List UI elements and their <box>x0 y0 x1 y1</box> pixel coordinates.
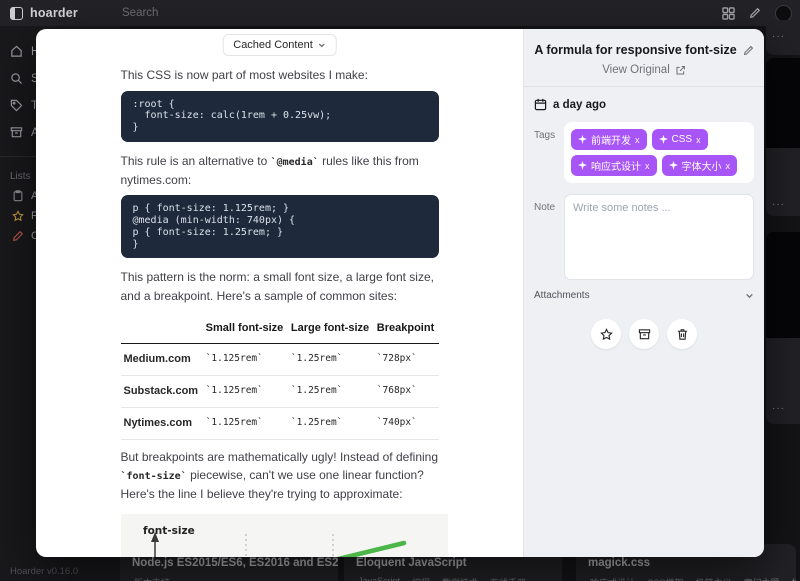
calendar-icon <box>534 98 547 111</box>
code-block-root-fontsize: :root { font-size: calc(1rem + 0.25vw); … <box>120 90 439 142</box>
bg-card-tag: JavaScript <box>358 576 401 581</box>
grid-layout-icon[interactable] <box>722 6 735 20</box>
code-block-media-query: p { font-size: 1.125rem; } @media (min-w… <box>120 195 439 259</box>
tag-chip[interactable]: CSS x <box>651 129 708 150</box>
app-name: hoarder <box>30 6 78 20</box>
note-input[interactable] <box>564 194 754 280</box>
edit-icon[interactable] <box>749 7 761 19</box>
bookmark-preview-modal: Cached Content This CSS is now part of m… <box>36 29 764 557</box>
search-input[interactable] <box>122 0 502 26</box>
sparkles-icon <box>658 135 668 144</box>
archive-button[interactable] <box>629 319 659 349</box>
remove-tag-icon[interactable]: x <box>725 160 731 171</box>
font-size-table: Small font-size Large font-size Breakpoi… <box>120 314 439 440</box>
chevron-down-icon[interactable] <box>745 291 754 300</box>
cached-content-pane: Cached Content This CSS is now part of m… <box>36 29 523 557</box>
inline-code: `font-size` <box>120 471 187 483</box>
remove-tag-icon[interactable]: x <box>635 134 640 145</box>
view-original-link[interactable]: View Original <box>534 64 754 76</box>
sparkles-icon <box>578 135 587 144</box>
archive-icon <box>10 127 23 138</box>
tags-editor[interactable]: 前端开发 x CSS x 响应式设计 x 字体大小 x <box>564 122 754 183</box>
divider <box>524 86 764 87</box>
bg-card-sliver: ··· <box>766 20 800 55</box>
archive-box-icon <box>638 328 650 339</box>
article-paragraph: But breakpoints are mathematically ugly!… <box>120 449 439 501</box>
bg-card-tag: 魔幻主题 <box>744 576 780 581</box>
bookmark-title: A formula for responsive font-size <box>534 43 737 57</box>
star-icon <box>599 327 613 340</box>
external-link-icon <box>676 65 685 75</box>
app-version: Hoarder v0.16.0 <box>10 566 79 577</box>
avatar[interactable] <box>775 4 792 22</box>
search-icon <box>11 73 23 85</box>
tags-label: Tags <box>534 130 556 141</box>
article: This CSS is now part of most websites I … <box>120 66 448 557</box>
table-row: Nytimes.com `1.125rem` `1.25rem` `740px` <box>120 407 439 440</box>
clipboard-icon <box>13 190 23 202</box>
bookmark-date: a day ago <box>553 98 607 111</box>
bg-card-tag: 极简主义 <box>696 576 732 581</box>
remove-tag-icon[interactable]: x <box>645 160 650 171</box>
bg-card-sliver: ··· <box>766 58 800 216</box>
bg-card-tag: 教学技术 <box>442 576 478 581</box>
hoarder-logo-icon <box>10 6 23 20</box>
content-mode-dropdown[interactable]: Cached Content <box>222 34 337 56</box>
bg-card-tag: 样式 <box>792 576 796 581</box>
bg-card-sliver: ··· <box>766 232 800 424</box>
attachments-label: Attachments <box>534 290 590 301</box>
bg-card-tag: 版本支持 <box>134 576 170 581</box>
bg-card-tag: 编程 <box>412 576 430 581</box>
article-paragraph: This rule is an alternative to `@media` … <box>120 153 419 187</box>
tag-icon <box>10 99 23 112</box>
edit-title-icon[interactable] <box>743 45 754 56</box>
favorite-button[interactable] <box>591 319 621 349</box>
sparkles-icon <box>578 161 587 170</box>
bg-card-tag: CSS框架 <box>647 576 684 581</box>
note-label: Note <box>534 202 556 213</box>
table-row: Substack.com `1.125rem` `1.25rem` `768px… <box>120 375 439 408</box>
tag-chip[interactable]: 前端开发 x <box>571 129 647 150</box>
attachments-section[interactable]: Attachments <box>534 290 754 301</box>
article-paragraph: This CSS is now part of most websites I … <box>120 68 368 82</box>
details-panel: A formula for responsive font-size View … <box>523 29 764 557</box>
table-row: Medium.com `1.125rem` `1.25rem` `728px` <box>120 343 439 376</box>
bg-card-title: Eloquent JavaScript <box>356 557 467 569</box>
pen-icon <box>13 230 24 241</box>
more-options-icon: ··· <box>772 403 785 414</box>
chart-ylabel: font-size <box>143 525 195 537</box>
remove-tag-icon[interactable]: x <box>696 134 701 145</box>
tag-chip[interactable]: 字体大小 x <box>661 155 737 176</box>
delete-button[interactable] <box>667 319 697 349</box>
bg-card-title: magick.css <box>588 557 651 569</box>
linear-series <box>334 540 406 557</box>
topbar: hoarder <box>0 0 800 26</box>
star-icon <box>12 210 24 222</box>
font-size-chart: font-size 21px 20px 19px 18px <box>120 513 448 557</box>
sparkles-icon <box>668 161 678 170</box>
trash-icon <box>677 328 687 340</box>
chevron-down-icon <box>318 43 325 48</box>
bg-card-title: Node.js ES2015/ES6, ES2016 and ES2017 su… <box>132 557 338 569</box>
more-options-icon: ··· <box>772 31 785 42</box>
inline-code: `@media` <box>270 156 319 168</box>
bg-card-tag: 响应式设计 <box>590 576 635 581</box>
home-icon <box>11 45 22 57</box>
more-options-icon: ··· <box>772 199 785 210</box>
article-paragraph: This pattern is the norm: a small font s… <box>120 270 434 303</box>
tag-chip[interactable]: 响应式设计 x <box>571 155 657 176</box>
bg-card-tag: 在线手册 <box>490 576 526 581</box>
